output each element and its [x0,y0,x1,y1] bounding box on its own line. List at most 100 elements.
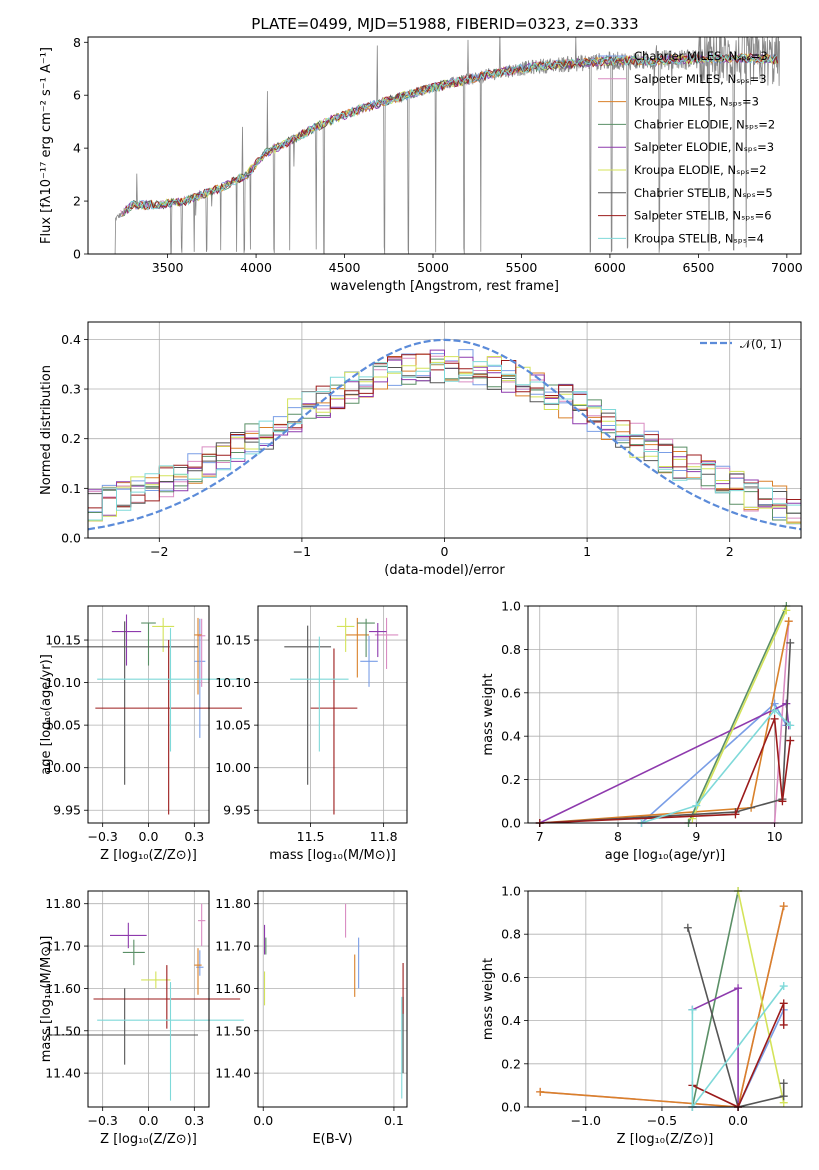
y-tick-label: 0.4 [501,1013,521,1028]
x-tick-label: 1 [583,544,591,559]
y-tick-label: 2 [73,194,81,209]
y-tick-label: 0.0 [61,531,81,546]
normal-curve [87,338,802,531]
weight-marker [786,736,795,745]
weight-marker [770,714,779,723]
axes-frame [87,605,210,824]
errorbar-point-3 [141,622,156,666]
legend-entry: Kroupa MILES, Nₛₚₛ=3 [634,95,759,109]
weight-marker [779,1079,788,1088]
y-tick-label: 10.00 [215,760,251,775]
x-tick-label: 0.3 [184,829,204,844]
x-axis-label: wavelength [Angstrom, rest frame] [330,279,559,294]
legend-entry: Chabrier ELODIE, Nₛₚₛ=2 [634,117,775,131]
x-tick-label: 0.0 [728,1113,748,1128]
x-axis-label: Z [log₁₀(Z/Z⊙)] [617,1132,714,1147]
y-tick-label: 0.6 [501,970,521,985]
figure-title: PLATE=0499, MJD=51988, FIBERID=0323, z=0… [251,15,638,33]
spectrum-model-line-8 [126,52,777,213]
weight-marker [782,606,791,615]
errorbar-point-4 [110,922,147,949]
legend-entry: Chabrier STELIB, Nₛₚₛ=5 [634,186,773,200]
y-tick-label: 10.05 [215,718,251,733]
mass-vs-z-plot [51,903,244,1101]
weight-marker [779,999,788,1008]
y-tick-label: 1.0 [501,599,521,614]
y-tick-label: 9.95 [53,803,81,818]
y-tick-label: 9.95 [223,803,251,818]
errorbar-point-1 [374,617,399,669]
age-vs-z-axes: −0.3 0.0 0.3 9.95 10.00 10.05 10.10 10.15 Z [log… [39,605,244,863]
y-axis-label: mass weight [481,673,496,755]
y-tick-label: 0.2 [61,431,81,446]
x-tick-label: 10 [767,829,783,844]
mass-vs-ebv-plot [263,903,404,1099]
y-tick-label: 10.15 [215,633,251,648]
errorbar-point-0 [360,635,378,687]
x-tick-label: 0.0 [139,1113,159,1128]
weight-marker [779,1092,788,1101]
y-tick-label: 0.2 [501,1056,521,1071]
spectrum-legend: Chabrier MILES, Nₛₚₛ=3 Salpeter MILES, Nₛ… [598,49,775,245]
axes-frame [527,605,803,824]
axes-frame [87,36,802,255]
mass-weight-vs-age-plot [535,602,795,827]
errorbar-point-6 [51,988,198,1065]
x-tick-label: 3500 [152,260,184,275]
y-tick-label: 11.60 [215,981,251,996]
errorbar-point-8 [97,982,244,1101]
weight-marker [683,923,692,932]
weight-marker [778,797,787,806]
weight-marker [692,801,701,810]
y-tick-label: 0.4 [501,729,521,744]
y-tick-label: 0.0 [501,1100,521,1115]
age-vs-mass-axes: 11.5 11.8 9.95 10.00 10.05 10.10 10.15 mass [lo… [215,605,408,863]
x-tick-label: −0.3 [87,1113,117,1128]
x-axis-label: Z [log₁₀(Z/Z⊙)] [100,1132,197,1147]
errorbar-point-1 [198,618,206,687]
x-tick-label: 0 [441,544,449,559]
legend-entry: Kroupa STELIB, Nₛₚₛ=4 [634,231,764,245]
y-tick-label: 8 [73,35,81,50]
y-tick-label: 11.40 [45,1066,81,1081]
axes-frame [527,890,803,1108]
x-tick-label: −1 [293,544,311,559]
y-axis-label: Flux [fλ10⁻¹⁷ erg cm⁻² s⁻¹ A⁻¹] [39,47,54,244]
y-tick-label: 1.0 [501,884,521,899]
weight-marker [786,721,795,730]
spectrum-model-line-5 [124,53,777,211]
errorbar-point-8 [290,636,349,752]
x-axis-label: age [log₁₀(age/yr)] [605,848,726,863]
x-axis-label: (data-model)/error [384,563,505,578]
legend-entry: Chabrier MILES, Nₛₚₛ=3 [634,49,768,63]
mass-weight-vs-age-axes: 7 8 9 10 0.0 0.2 0.4 0.6 0.8 1.0 age [log₁₀(age/yr… [481,599,803,863]
spectrum-model-line-6 [124,53,778,214]
histogram-series-8 [88,361,801,521]
axes-frame [257,605,408,824]
errorbar-point-2 [194,948,202,995]
y-tick-label: 0.1 [61,481,81,496]
errorbar-point-5 [141,971,171,989]
weight-line-2 [539,621,790,824]
errorbar-point-5 [336,617,355,652]
y-tick-label: 0.8 [501,927,521,942]
y-axis-label: mass [log₁₀(M/M⊙)] [39,936,54,1063]
x-tick-label: 11.5 [297,829,325,844]
legend-entry: Salpeter STELIB, Nₛₚₛ=6 [634,209,772,223]
y-tick-label: 11.50 [45,1023,81,1038]
errorbar-point-6 [284,625,332,785]
x-tick-label: 6000 [594,260,626,275]
x-tick-label: −2 [150,544,168,559]
y-tick-label: 4 [73,141,81,156]
spectrum-axes: 3500 4000 4500 5000 5500 6000 6500 7000 0 2 4 6 8 wav… [39,35,803,294]
x-tick-label: 2 [726,544,734,559]
spectrum-data-line [114,37,780,254]
weight-marker [688,1005,697,1014]
spectrum-plot [114,37,780,254]
errorbar-point-0 [194,618,206,738]
legend-entry: Salpeter MILES, Nₛₚₛ=3 [634,72,767,86]
errorbar-point-5 [152,617,175,652]
legend-entry: 𝒩(0, 1) [740,337,782,351]
weight-marker [536,1087,545,1096]
